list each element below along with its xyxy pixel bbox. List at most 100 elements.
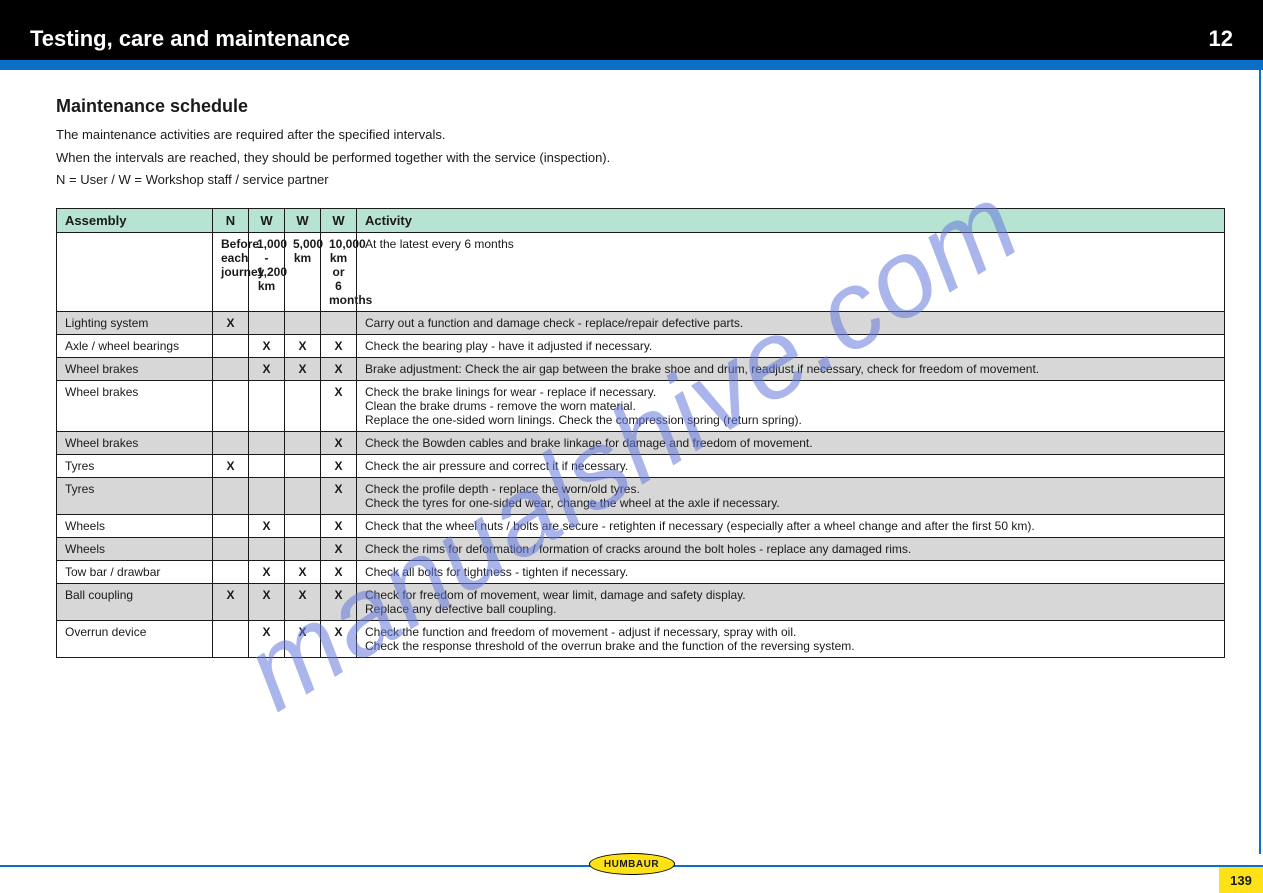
manual-page: Testing, care and maintenance 12 Mainten…	[0, 0, 1263, 893]
td-interval-2	[249, 380, 285, 431]
td-interval-3	[285, 537, 321, 560]
page-number: 139	[1219, 867, 1263, 893]
td-activity: Check the brake linings for wear - repla…	[357, 380, 1225, 431]
table-row: Wheel brakesXCheck the brake linings for…	[57, 380, 1225, 431]
intro-line: The maintenance activities are required …	[56, 125, 696, 145]
intro-text: The maintenance activities are required …	[56, 125, 696, 190]
td-interval-2: X	[249, 620, 285, 657]
td-interval-2: X	[249, 357, 285, 380]
td-interval-4: X	[321, 431, 357, 454]
td-assembly: Axle / wheel bearings	[57, 334, 213, 357]
th-activity: Activity	[357, 208, 1225, 232]
td-interval-4: X	[321, 334, 357, 357]
table-row: Wheel brakesXXXBrake adjustment: Check t…	[57, 357, 1225, 380]
td-interval-2	[249, 311, 285, 334]
td-assembly: Ball coupling	[57, 583, 213, 620]
td-interval-4: X	[321, 537, 357, 560]
intro-line: When the intervals are reached, they sho…	[56, 148, 696, 168]
td-interval-3	[285, 380, 321, 431]
header-bar: Testing, care and maintenance 12	[0, 0, 1263, 60]
td-assembly: Tyres	[57, 454, 213, 477]
td-interval-3: X	[285, 620, 321, 657]
table-row: Wheels XCheck the rims for deformation / …	[57, 537, 1225, 560]
td-interval-1	[213, 380, 249, 431]
table-row: Before eachjourney1,000 -1,200 km5,000 k…	[57, 232, 1225, 311]
table-row: Ball couplingXXXXCheck for freedom of mo…	[57, 583, 1225, 620]
td-interval-1: X	[213, 454, 249, 477]
td-assembly: Lighting system	[57, 311, 213, 334]
td-interval-1	[213, 620, 249, 657]
td-interval-3: X	[285, 357, 321, 380]
td-activity: Check the Bowden cables and brake linkag…	[357, 431, 1225, 454]
td-assembly: Overrun device	[57, 620, 213, 657]
td-interval-3: X	[285, 560, 321, 583]
td-interval-2: X	[249, 514, 285, 537]
td-interval-2	[249, 431, 285, 454]
th-interval-1: N	[213, 208, 249, 232]
table-row: WheelsXXCheck that the wheel nuts / bolt…	[57, 514, 1225, 537]
td-assembly: Wheel brakes	[57, 431, 213, 454]
td-activity: At the latest every 6 months	[357, 232, 1225, 311]
td-interval-2	[249, 477, 285, 514]
td-assembly: Wheels	[57, 514, 213, 537]
table-row: Tow bar / drawbarXXXCheck all bolts for …	[57, 560, 1225, 583]
td-interval-3: 5,000 km	[285, 232, 321, 311]
td-interval-4: X	[321, 357, 357, 380]
brand-logo: HUMBAUR	[589, 853, 675, 875]
td-interval-3	[285, 454, 321, 477]
th-assembly: Assembly	[57, 208, 213, 232]
td-interval-4: 10,000 kmor 6 months	[321, 232, 357, 311]
td-interval-1	[213, 477, 249, 514]
td-assembly	[57, 232, 213, 311]
td-interval-2: X	[249, 560, 285, 583]
td-interval-3: X	[285, 334, 321, 357]
td-interval-2: X	[249, 334, 285, 357]
td-interval-1	[213, 514, 249, 537]
th-interval-4: W	[321, 208, 357, 232]
td-interval-3	[285, 514, 321, 537]
td-interval-3: X	[285, 583, 321, 620]
td-activity: Check the air pressure and correct it if…	[357, 454, 1225, 477]
td-interval-4: X	[321, 560, 357, 583]
td-assembly: Wheels	[57, 537, 213, 560]
td-activity: Check the profile depth - replace the wo…	[357, 477, 1225, 514]
td-activity: Check for freedom of movement, wear limi…	[357, 583, 1225, 620]
td-interval-2	[249, 537, 285, 560]
td-interval-3	[285, 477, 321, 514]
table-row: Wheel brakes XCheck the Bowden cables and…	[57, 431, 1225, 454]
td-interval-1	[213, 560, 249, 583]
td-activity: Check the rims for deformation / formati…	[357, 537, 1225, 560]
td-assembly: Tow bar / drawbar	[57, 560, 213, 583]
th-interval-2: W	[249, 208, 285, 232]
td-interval-4: X	[321, 477, 357, 514]
table-row: Lighting systemX Carry out a function and…	[57, 311, 1225, 334]
td-assembly: Tyres	[57, 477, 213, 514]
table-header: Assembly N W W W Activity	[57, 208, 1225, 232]
td-assembly: Wheel brakes	[57, 380, 213, 431]
td-interval-4: X	[321, 514, 357, 537]
td-interval-2: X	[249, 583, 285, 620]
td-interval-4: X	[321, 583, 357, 620]
td-interval-1	[213, 334, 249, 357]
td-activity: Carry out a function and damage check - …	[357, 311, 1225, 334]
td-interval-4	[321, 311, 357, 334]
td-activity: Check all bolts for tightness - tighten …	[357, 560, 1225, 583]
td-interval-4: X	[321, 454, 357, 477]
intro-line: N = User / W = Workshop staff / service …	[56, 170, 696, 190]
content-area: Maintenance schedule The maintenance act…	[0, 70, 1261, 854]
header-blue-stripe	[0, 60, 1263, 70]
td-activity: Check that the wheel nuts / bolts are se…	[357, 514, 1225, 537]
td-activity: Brake adjustment: Check the air gap betw…	[357, 357, 1225, 380]
section-number: 12	[1209, 26, 1233, 52]
td-interval-1: X	[213, 311, 249, 334]
td-interval-2	[249, 454, 285, 477]
td-interval-1: X	[213, 583, 249, 620]
table-row: Axle / wheel bearingsXXXCheck the bearin…	[57, 334, 1225, 357]
td-interval-3	[285, 311, 321, 334]
td-activity: Check the function and freedom of moveme…	[357, 620, 1225, 657]
td-interval-1	[213, 431, 249, 454]
th-interval-3: W	[285, 208, 321, 232]
td-interval-3	[285, 431, 321, 454]
td-assembly: Wheel brakes	[57, 357, 213, 380]
td-interval-4: X	[321, 620, 357, 657]
